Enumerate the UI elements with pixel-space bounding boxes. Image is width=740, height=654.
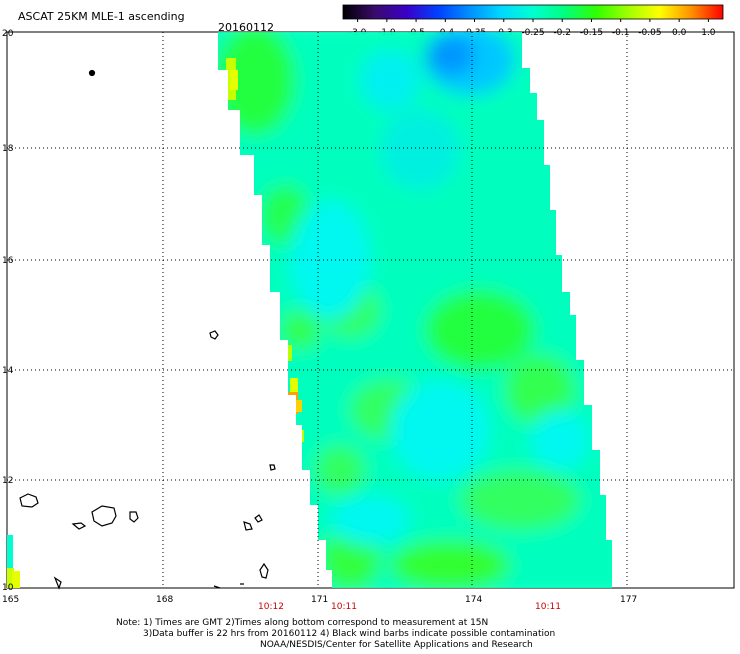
time-label: 10:12 <box>258 602 284 612</box>
lat-label: 14 <box>2 366 14 376</box>
lat-label: 16 <box>2 256 14 266</box>
scatterometer-swath <box>218 32 612 588</box>
colorbar-scale <box>342 4 724 20</box>
time-label: 10:11 <box>331 602 357 612</box>
time-label: 10:11 <box>535 602 561 612</box>
longitude-labels: 165 168 171 174 177 <box>2 595 637 605</box>
lat-label: 12 <box>2 476 13 486</box>
lon-label: 165 <box>2 595 19 605</box>
lat-label: 18 <box>2 144 14 154</box>
lat-label: 20 <box>2 29 14 39</box>
footer-note-line-2: 3)Data buffer is 22 hrs from 20160112 4)… <box>143 629 555 639</box>
lon-label: 174 <box>465 595 482 605</box>
colorbar-label: 1.0 <box>701 28 716 38</box>
map-title: ASCAT 25KM MLE-1 ascending <box>18 10 185 23</box>
colorbar-label: -0.1 <box>612 28 630 38</box>
footer-credit: NOAA/NESDIS/Center for Satellite Applica… <box>260 640 533 650</box>
footer-note-line-1: Note: 1) Times are GMT 2)Times along bot… <box>116 618 488 628</box>
coastal-data-patch <box>7 535 20 588</box>
island-outlines <box>19 69 276 590</box>
colorbar-label: -0.05 <box>638 28 661 38</box>
lon-label: 177 <box>620 595 637 605</box>
lon-label: 168 <box>156 595 173 605</box>
colorbar-label: -0.2 <box>553 28 571 38</box>
colorbar-label: 0.0 <box>672 28 687 38</box>
lat-label: 10 <box>2 583 14 593</box>
colorbar-label: -0.25 <box>521 28 544 38</box>
pass-time-labels: 10:12 10:11 10:11 <box>258 602 561 612</box>
colorbar-label: -0.15 <box>580 28 603 38</box>
lon-label: 171 <box>311 595 328 605</box>
lat-lon-grid <box>7 32 734 588</box>
latitude-labels: 20 18 16 14 12 10 <box>2 29 14 593</box>
map-date: 20160112 <box>218 21 274 34</box>
